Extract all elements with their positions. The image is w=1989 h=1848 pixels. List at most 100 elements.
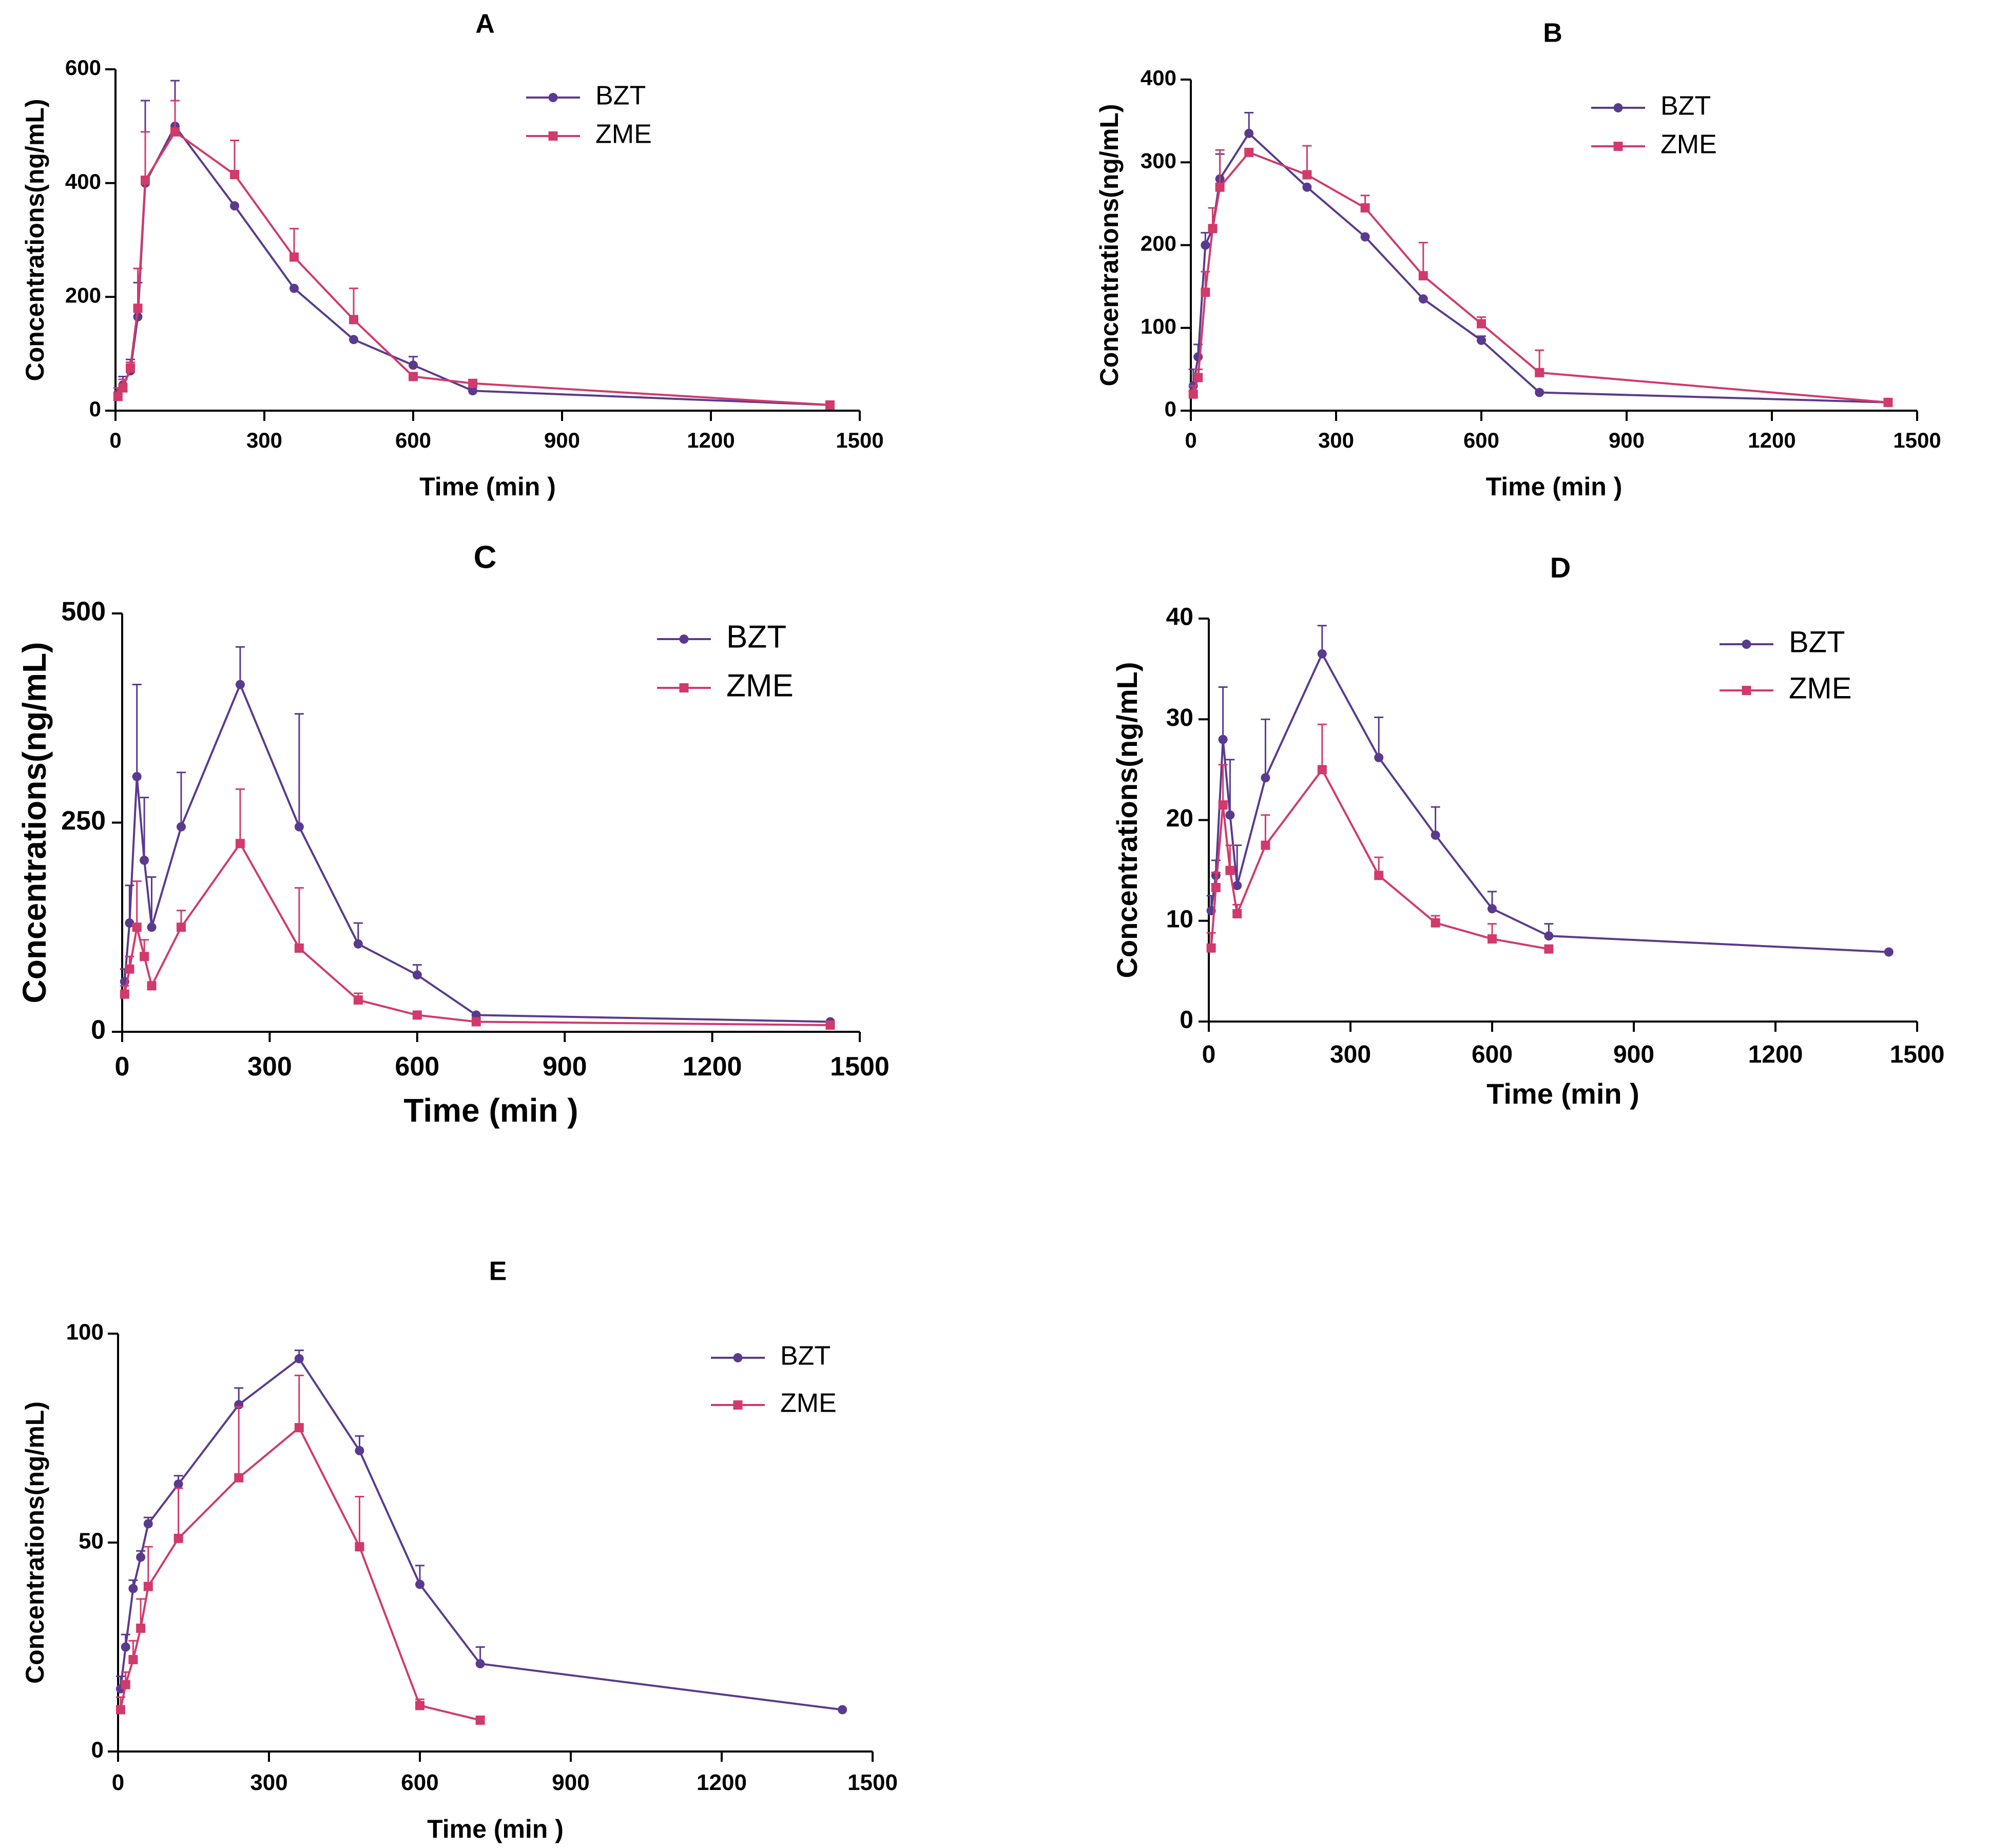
y-tick-label: 50	[79, 1529, 104, 1554]
x-tick-label: 1200	[683, 1052, 742, 1082]
data-point	[133, 303, 143, 313]
x-tick-label: 1500	[1893, 428, 1941, 452]
y-axis-title: Concentrations(ng/mL)	[1095, 104, 1124, 387]
data-point	[825, 400, 835, 410]
x-tick-label: 300	[246, 428, 282, 452]
data-point	[235, 839, 245, 849]
series-line	[1210, 652, 1889, 953]
data-point	[475, 1715, 485, 1725]
legend-marker	[548, 93, 558, 102]
series-bzt	[1188, 112, 1893, 407]
data-point	[294, 822, 304, 832]
x-tick-label: 0	[112, 1770, 124, 1795]
x-tick-label: 600	[1463, 428, 1499, 452]
legend-label: ZME	[595, 120, 652, 149]
panel-title: A	[475, 9, 495, 39]
legend-entry-zme: ZME	[1720, 671, 1851, 705]
data-point	[838, 1705, 847, 1715]
data-point	[115, 1705, 125, 1715]
data-point	[1883, 397, 1893, 407]
y-tick-label: 250	[61, 806, 106, 836]
data-point	[1211, 882, 1221, 892]
x-tick-label: 1200	[1748, 1041, 1803, 1068]
data-point	[1244, 128, 1254, 138]
data-point	[468, 378, 477, 388]
data-point	[355, 1446, 364, 1455]
data-point	[1535, 368, 1544, 377]
y-tick-label: 0	[91, 1015, 106, 1045]
x-tick-label: 900	[552, 1770, 589, 1795]
data-point	[1225, 810, 1235, 820]
data-point	[1418, 294, 1428, 304]
data-point	[412, 1010, 422, 1020]
data-point	[1317, 765, 1327, 775]
y-tick-label: 500	[61, 597, 106, 627]
panel-title: B	[1543, 18, 1562, 48]
data-point	[1374, 871, 1384, 880]
data-point	[176, 922, 186, 932]
data-point	[120, 989, 129, 999]
y-tick-label: 300	[1141, 148, 1176, 172]
legend-entry-bzt: BZT	[526, 81, 646, 111]
y-tick-label: 0	[1165, 397, 1176, 421]
series-line	[119, 1357, 843, 1711]
legend-marker	[679, 683, 689, 692]
data-point	[1244, 147, 1254, 157]
panel-a: A 0 300 600 900 1200 1500 0 200 400 600 Time (min )…	[21, 9, 884, 501]
data-point	[1360, 232, 1370, 242]
series-line	[1192, 132, 1888, 403]
legend-label: ZME	[1660, 130, 1717, 160]
x-tick-label: 1200	[687, 428, 735, 452]
panel-title: C	[474, 540, 497, 575]
x-tick-label: 1200	[1748, 428, 1795, 452]
data-point	[415, 1701, 424, 1710]
x-tick-label: 300	[1330, 1041, 1371, 1068]
data-point	[234, 1473, 244, 1483]
legend-label: BZT	[1789, 625, 1845, 659]
data-point	[415, 1580, 424, 1589]
legend-marker	[1742, 640, 1751, 649]
data-point	[173, 1533, 183, 1543]
y-tick-label: 200	[65, 283, 101, 307]
data-point	[1232, 881, 1242, 891]
data-point	[294, 944, 304, 953]
data-point	[230, 201, 239, 210]
series-bzt	[113, 80, 835, 410]
x-tick-label: 1500	[1890, 1041, 1945, 1068]
data-point	[1302, 182, 1312, 192]
x-axis-title: Time (min )	[403, 1092, 578, 1129]
data-point	[289, 283, 299, 293]
series-line	[117, 130, 831, 406]
series-zme	[115, 1374, 485, 1725]
panel-c: C 0 300 600 900 1200 1500 0 250 500 Time (min ) Con…	[16, 540, 890, 1129]
x-tick-label: 1500	[847, 1770, 898, 1795]
data-point	[1535, 388, 1544, 397]
data-point	[1477, 319, 1486, 329]
series-zme	[113, 100, 835, 410]
data-point	[1215, 182, 1225, 192]
data-point	[1884, 947, 1894, 957]
data-point	[1201, 287, 1210, 297]
data-point	[147, 981, 157, 991]
y-axis-title: Concentrations(ng/mL)	[16, 642, 53, 1004]
data-point	[140, 855, 149, 865]
data-point	[176, 822, 186, 832]
data-point	[121, 1642, 130, 1652]
x-tick-label: 1500	[836, 428, 883, 452]
y-tick-label: 200	[1141, 232, 1176, 256]
x-axis-title: Time (min )	[427, 1815, 564, 1843]
data-point	[353, 939, 363, 949]
y-tick-label: 400	[65, 169, 101, 194]
legend-entry-zme: ZME	[657, 668, 794, 703]
data-point	[136, 1552, 146, 1562]
data-point	[1261, 773, 1270, 783]
data-point	[1302, 170, 1312, 180]
legend-entry-zme: ZME	[526, 120, 652, 149]
legend-marker	[679, 634, 689, 644]
data-point	[1374, 753, 1384, 762]
x-tick-label: 600	[395, 428, 431, 452]
data-point	[1193, 352, 1203, 362]
x-tick-label: 0	[115, 1052, 130, 1082]
legend-label: BZT	[726, 619, 786, 654]
